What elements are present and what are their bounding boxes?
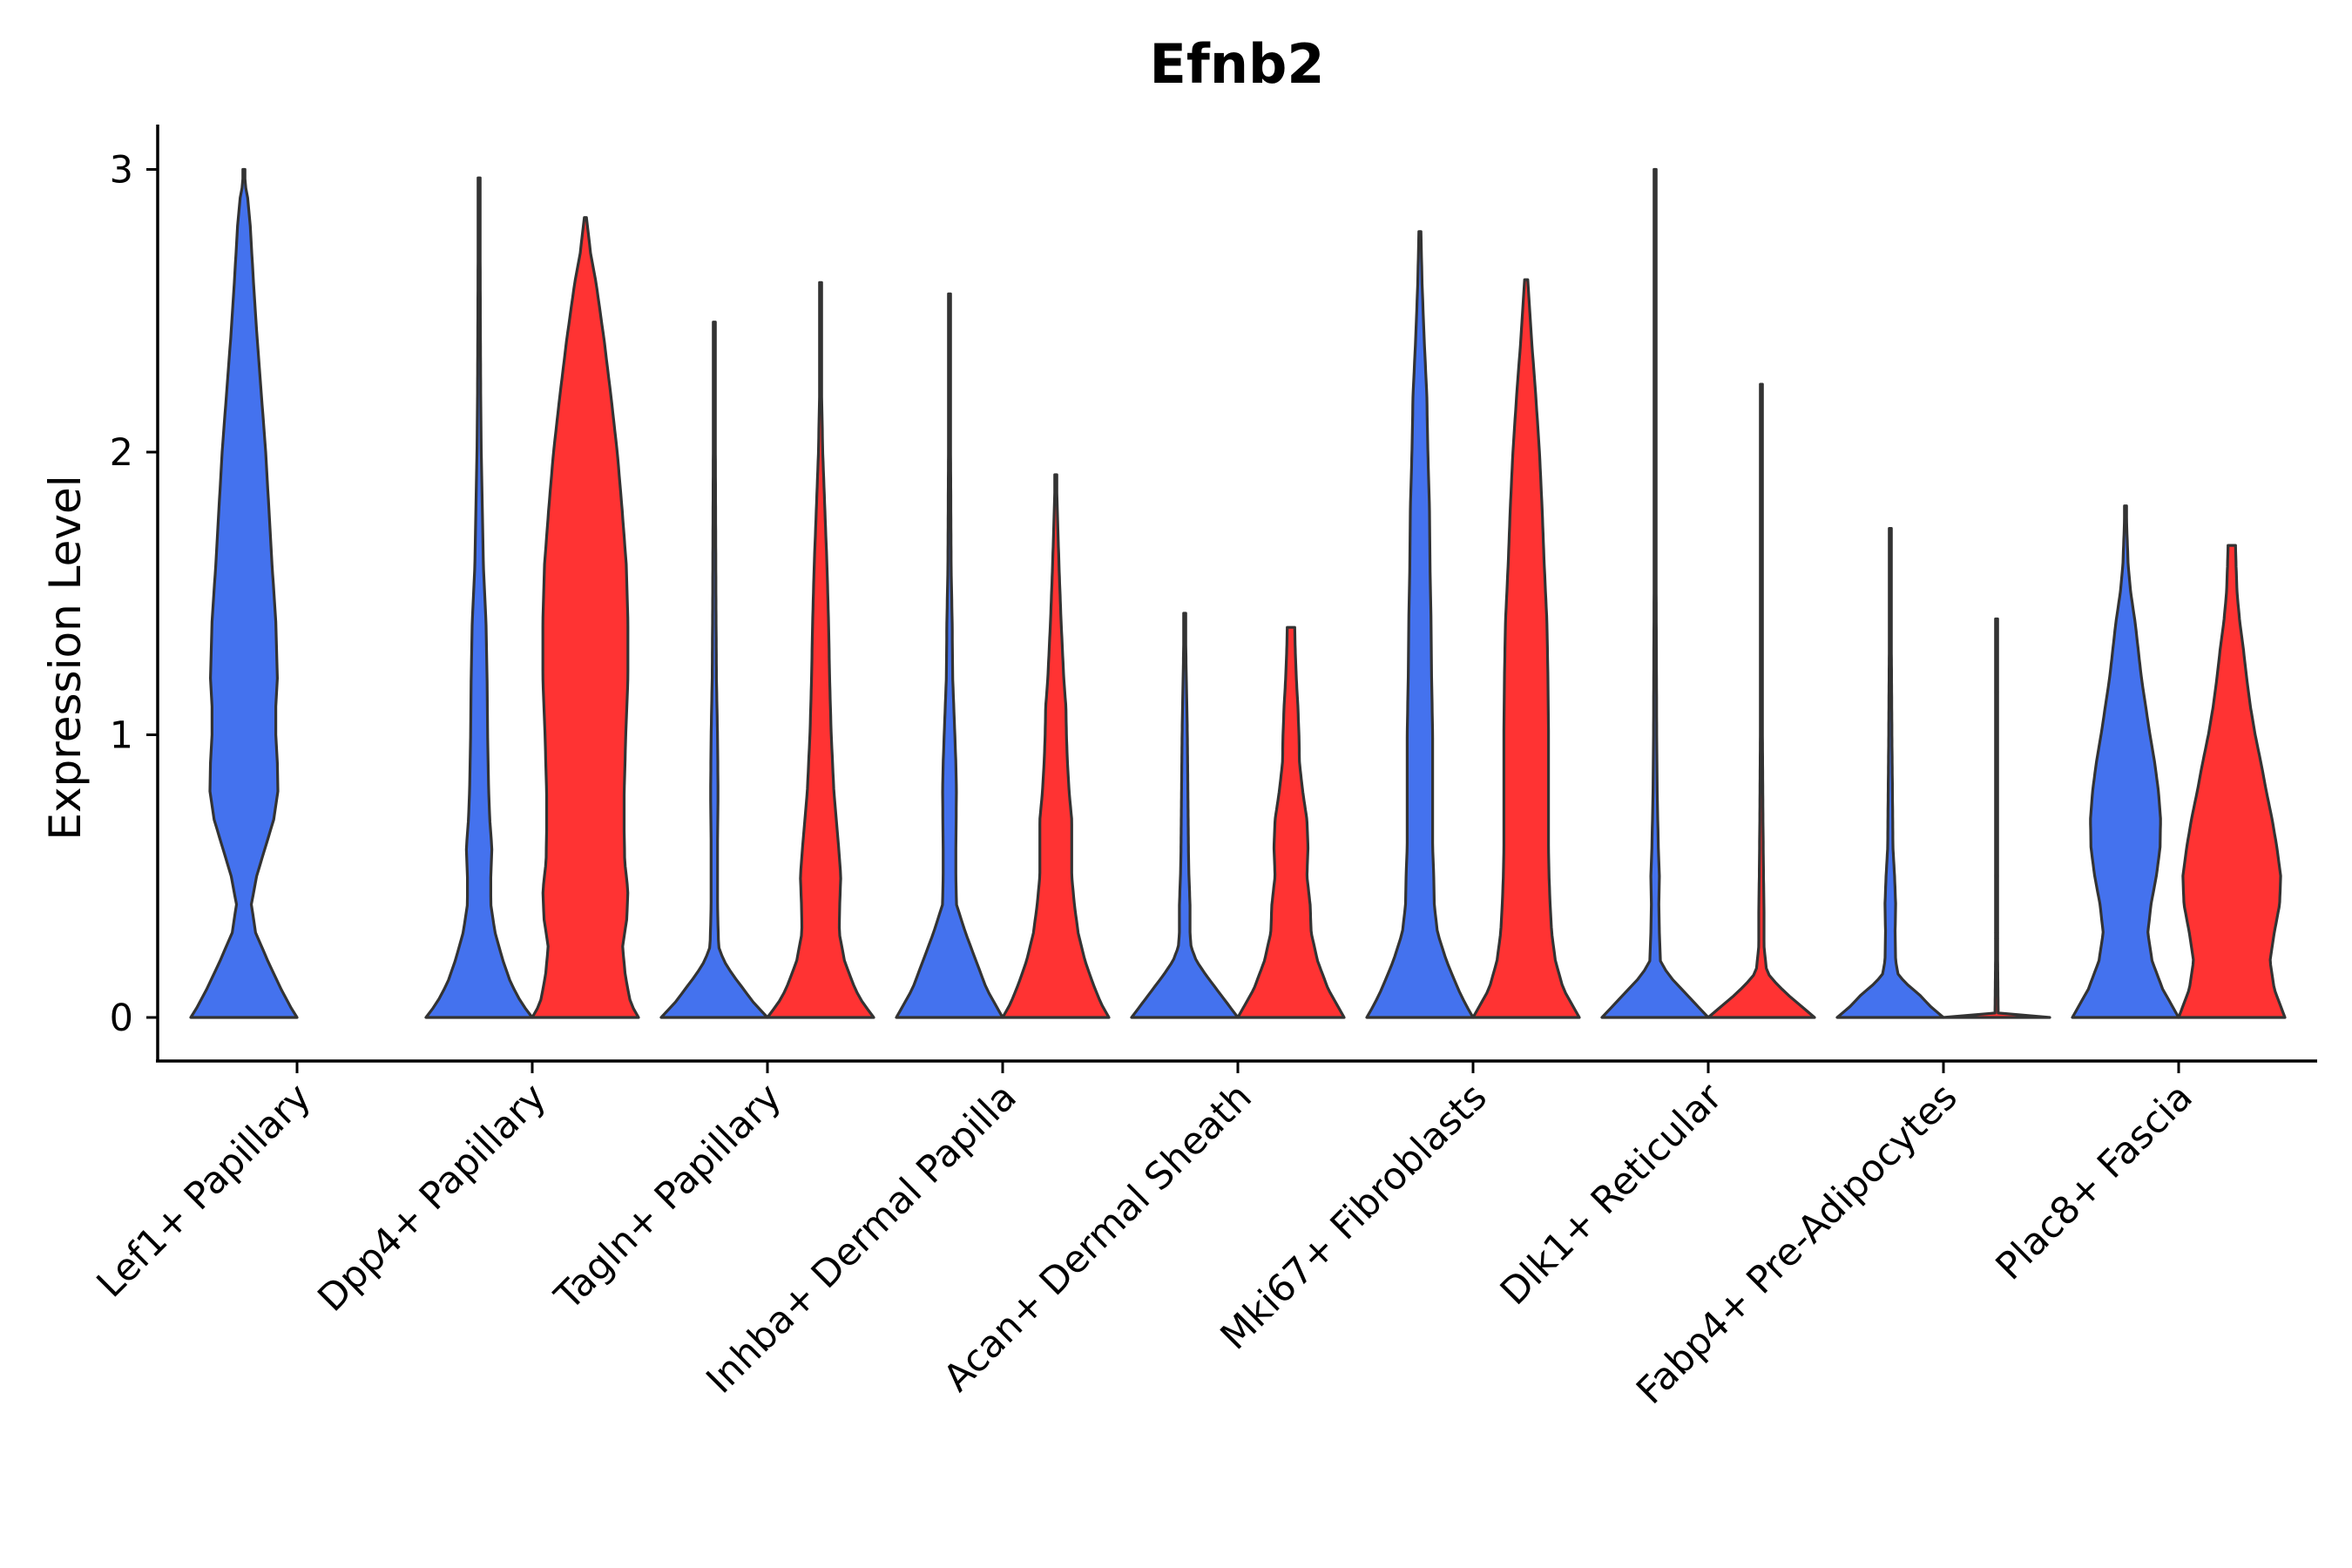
violins-layer: [189, 167, 2287, 1019]
violin-dlk1-reticular-group1: [1600, 167, 1710, 1019]
y-tick-label: 0: [110, 997, 133, 1040]
violin-tagln-papillary-group1: [659, 321, 769, 1019]
y-tick-label: 2: [110, 431, 133, 475]
x-tick-label: Dpp4+ Papillary: [310, 1075, 555, 1320]
x-tick-label: Plac8+ Fascia: [1988, 1075, 2201, 1288]
data-point: [1994, 690, 1999, 695]
violin-acan-dermal-sheath-group2: [1236, 625, 1346, 1019]
violin-acan-dermal-sheath-group1: [1130, 612, 1240, 1019]
data-point: [1994, 936, 1999, 941]
violin-mki67-fibroblasts-group1: [1365, 230, 1475, 1019]
y-tick-label: 3: [110, 149, 133, 193]
x-tick-label: Lef1+ Papillary: [89, 1075, 320, 1306]
violin-mki67-fibroblasts-group2: [1471, 278, 1581, 1019]
data-point: [1994, 874, 1999, 879]
x-tick-label: Dlk1+ Reticular: [1492, 1075, 1731, 1314]
y-tick-label: 1: [110, 714, 133, 758]
violin-tagln-papillary-group2: [766, 280, 875, 1019]
violin-dpp4-papillary-group1: [424, 176, 534, 1019]
chart-title: Efnb2: [1150, 32, 1325, 96]
data-point: [1994, 963, 1999, 970]
violin-lef1-papillary-group1: [189, 167, 299, 1019]
violin-plac8-fascia-group2: [2177, 544, 2287, 1019]
y-axis-label: Expression Level: [40, 475, 91, 840]
violin-fabp4-pre-adipocytes-group1: [1835, 527, 1945, 1019]
x-tick-label: Tagln+ Papillary: [546, 1075, 790, 1319]
violin-fabp4-pre-adipocytes-group2: [1942, 617, 2051, 1019]
violin-dlk1-reticular-group2: [1707, 382, 1816, 1019]
violin-inhba-dermal-papilla-group1: [895, 292, 1004, 1019]
violin-inhba-dermal-papilla-group2: [1001, 473, 1111, 1019]
violin-plac8-fascia-group1: [2071, 504, 2180, 1019]
data-point: [1994, 930, 1999, 936]
points-layer: [1994, 690, 1999, 970]
violin-dpp4-papillary-group2: [531, 216, 640, 1019]
x-tick-label: Mki67+ Fibroblasts: [1213, 1075, 1496, 1358]
y-axis-ticks: 0 1 2 3: [110, 149, 158, 1040]
